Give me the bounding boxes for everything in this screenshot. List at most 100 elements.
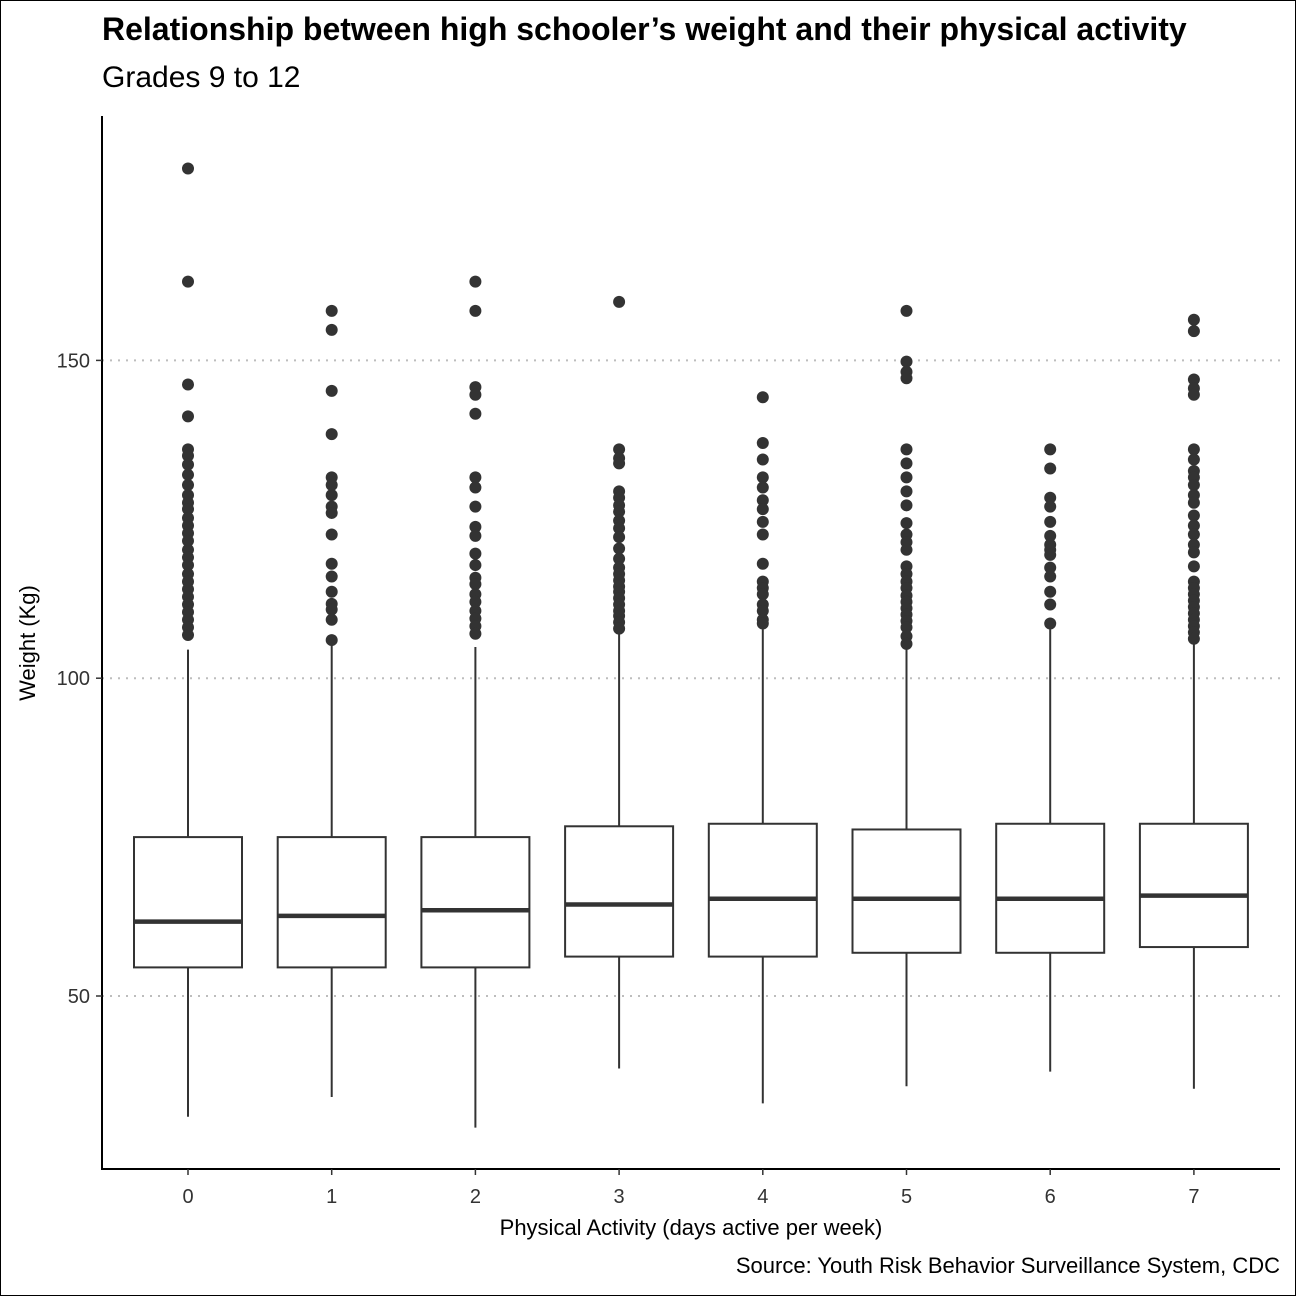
outlier-point <box>900 517 913 530</box>
outlier-point <box>900 443 913 456</box>
box-group-1 <box>276 304 387 1098</box>
iqr-box <box>995 822 1106 954</box>
outlier-point <box>1187 546 1200 559</box>
outlier-point <box>613 522 626 535</box>
outlier-point <box>469 595 482 608</box>
outlier-point <box>756 503 769 516</box>
y-tick-label-150: 150 <box>57 350 90 372</box>
x-tick-label-6: 6 <box>1045 1186 1056 1208</box>
outlier-point <box>756 528 769 541</box>
outlier-point <box>182 559 194 572</box>
outlier-point <box>900 457 913 470</box>
outlier-point <box>613 531 626 544</box>
outlier-point <box>1044 500 1057 513</box>
outlier-point <box>469 520 482 533</box>
iqr-box <box>707 822 818 958</box>
outlier-point <box>325 428 338 441</box>
outlier-point <box>900 485 913 498</box>
outlier-point <box>1044 585 1057 598</box>
outlier-point <box>613 295 626 308</box>
outlier-point <box>182 628 194 641</box>
outlier-point <box>325 634 338 647</box>
outlier-point <box>900 372 913 385</box>
outlier-point <box>900 499 913 512</box>
outlier-point <box>182 449 194 462</box>
outlier-point <box>469 481 482 494</box>
outlier-point <box>1044 462 1057 475</box>
y-tick-label-100: 100 <box>57 668 90 690</box>
x-ticks: 0 1 2 3 4 5 6 7 <box>182 1169 1199 1208</box>
outlier-point <box>469 275 482 288</box>
outlier-point <box>1044 617 1057 630</box>
outlier-point <box>1187 388 1200 401</box>
outlier-point <box>182 478 194 491</box>
axes <box>101 116 1280 1170</box>
outlier-point <box>1187 453 1200 466</box>
outlier-point <box>325 570 338 583</box>
x-tick-label-1: 1 <box>326 1186 337 1208</box>
outlier-point <box>1044 598 1057 611</box>
outlier-point <box>469 547 482 560</box>
outlier-point <box>613 542 626 555</box>
outlier-point <box>325 557 338 570</box>
outlier-point <box>182 275 194 288</box>
box-group-3 <box>564 295 675 1069</box>
outlier-point <box>1187 373 1200 386</box>
iqr-box <box>851 828 962 954</box>
outlier-point <box>1187 478 1200 491</box>
x-tick-label-3: 3 <box>614 1186 625 1208</box>
outlier-point <box>613 622 626 635</box>
outlier-point <box>613 552 626 565</box>
y-axis-title: Weight (Kg) <box>15 585 40 701</box>
outlier-point <box>1187 509 1200 522</box>
box-group-7 <box>1138 313 1249 1089</box>
x-tick-label-2: 2 <box>470 1186 481 1208</box>
outlier-point <box>900 543 913 556</box>
chart-caption: Source: Youth Risk Behavior Surveillance… <box>735 1253 1280 1278</box>
outlier-point <box>182 468 194 481</box>
outlier-point <box>325 585 338 598</box>
outlier-point <box>613 457 626 470</box>
outlier-point <box>756 481 769 494</box>
outlier-point <box>1044 561 1057 574</box>
outlier-point <box>325 304 338 317</box>
outlier-point <box>1187 560 1200 573</box>
box-group-6 <box>995 443 1106 1072</box>
outlier-point <box>469 578 482 591</box>
outlier-point <box>1044 570 1057 583</box>
outlier-point <box>756 453 769 466</box>
outlier-point <box>469 471 482 484</box>
outlier-point <box>756 588 769 601</box>
outlier-point <box>900 304 913 317</box>
outlier-point <box>469 529 482 542</box>
outlier-point <box>325 528 338 541</box>
outlier-point <box>325 478 338 491</box>
y-ticks: 50 100 150 <box>57 350 102 1008</box>
outlier-point <box>325 384 338 397</box>
outlier-point <box>325 613 338 626</box>
outlier-point <box>1044 443 1057 456</box>
outlier-point <box>182 458 194 471</box>
outlier-point <box>756 604 769 617</box>
outlier-point <box>469 559 482 572</box>
outlier-point <box>1187 313 1200 326</box>
outlier-point <box>756 494 769 507</box>
outlier-point <box>182 503 194 516</box>
outlier-point <box>756 515 769 528</box>
outlier-point <box>182 410 194 423</box>
x-axis-title: Physical Activity (days active per week) <box>500 1215 883 1240</box>
iqr-box <box>1138 822 1249 949</box>
outlier-point <box>469 500 482 513</box>
box-group-0 <box>133 162 243 1117</box>
outlier-point <box>182 534 194 547</box>
outlier-point <box>325 323 338 336</box>
outlier-point <box>900 637 913 650</box>
outlier-point <box>1187 443 1200 456</box>
outlier-point <box>613 505 626 518</box>
box-group-4 <box>707 391 818 1104</box>
outlier-point <box>1044 515 1057 528</box>
box-layer <box>133 162 1249 1128</box>
outlier-point <box>325 489 338 502</box>
